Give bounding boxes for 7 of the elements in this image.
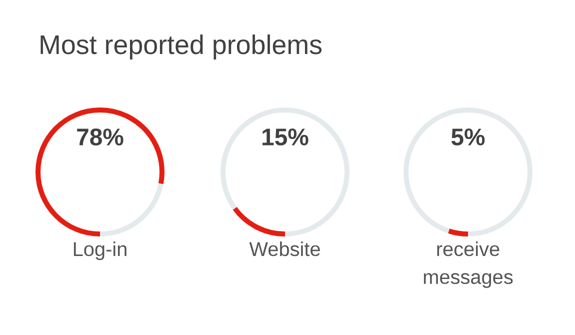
data-label: 78% bbox=[77, 128, 124, 146]
category-label: receive messages bbox=[424, 242, 513, 288]
text: Most reported problems bbox=[40, 34, 322, 60]
data-label: 15% bbox=[262, 128, 308, 146]
data-label: 5% bbox=[451, 128, 485, 146]
category-label: Website bbox=[249, 242, 320, 256]
category-label: Log-in bbox=[74, 242, 126, 260]
